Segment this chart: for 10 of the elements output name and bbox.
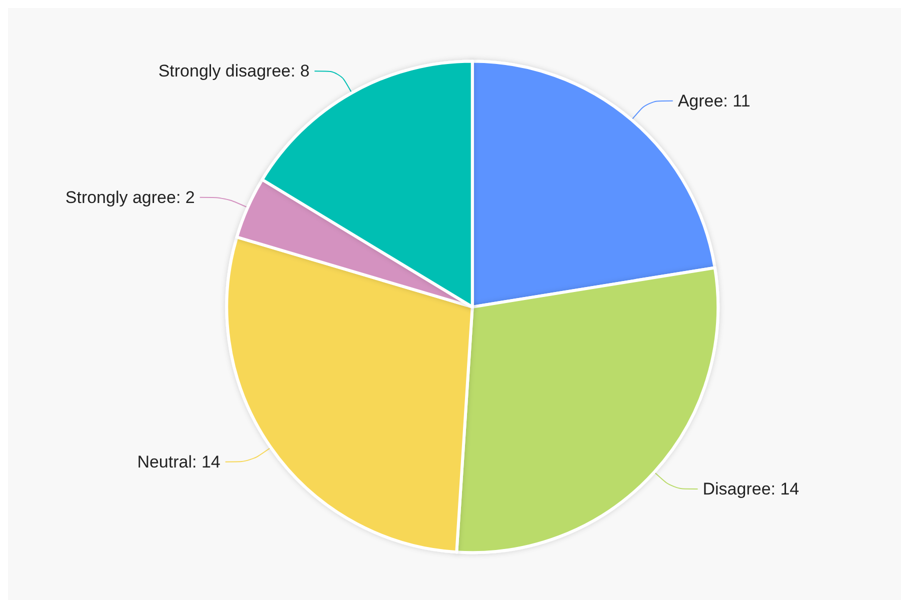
- data-label: : 14: [770, 479, 800, 498]
- data-label: : 11: [723, 91, 750, 110]
- slice-label: Agree: [678, 91, 724, 110]
- data-label: : 8: [290, 62, 310, 81]
- slice-label: Strongly disagree: [158, 62, 291, 81]
- slice-label: Neutral: [137, 452, 192, 472]
- data-label: : 14: [192, 452, 220, 472]
- slice-label: Strongly agree: [65, 188, 176, 207]
- slice-label: Disagree: [702, 479, 771, 498]
- data-label: : 2: [176, 188, 195, 207]
